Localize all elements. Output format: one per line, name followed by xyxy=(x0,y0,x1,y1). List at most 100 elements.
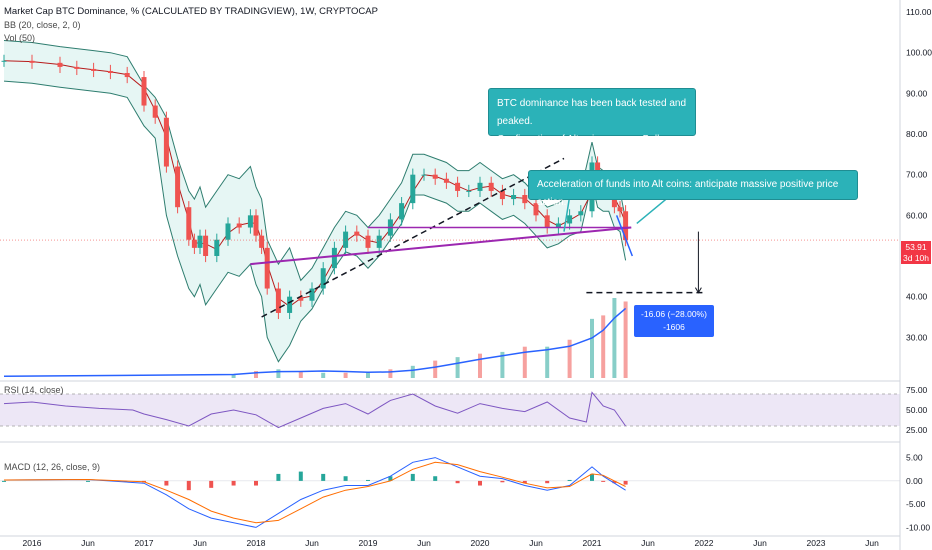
candle-body xyxy=(399,203,405,220)
volume-bar xyxy=(545,346,550,378)
candle-body xyxy=(91,68,97,71)
macd-histogram-bar xyxy=(545,480,550,484)
projection-arrow-line xyxy=(615,215,634,257)
candle-body xyxy=(253,215,259,236)
ascending-support-line xyxy=(261,157,565,318)
candle-body xyxy=(623,211,629,241)
macd-indicator-label[interactable]: MACD (12, 26, close, 9) xyxy=(4,462,101,472)
macd-histogram-bar xyxy=(276,473,281,481)
callout-line-2: Confirmation of Alt coins season Bull Ma… xyxy=(497,134,660,163)
candle-body xyxy=(331,247,337,269)
macd-histogram-bar xyxy=(500,480,505,483)
volume-bar xyxy=(500,351,505,378)
bb-indicator-label[interactable]: BB (20, close, 2, 0) xyxy=(4,20,81,30)
candle-body xyxy=(320,268,326,289)
candle-body xyxy=(175,166,181,208)
candle-body xyxy=(617,207,623,212)
macd-histogram-bar xyxy=(601,480,606,482)
macd-histogram-bar xyxy=(388,476,393,481)
volume-bar xyxy=(231,374,236,378)
macd-lines xyxy=(0,457,900,528)
volume-bar xyxy=(601,315,606,378)
macd-axis-tick: -10.00 xyxy=(906,522,930,532)
macd-histogram-bar xyxy=(231,480,236,486)
candle-body xyxy=(376,235,382,248)
callout-text: Acceleration of funds into Alt coins: an… xyxy=(537,179,839,208)
candle-body xyxy=(455,182,461,191)
macd-axis-tick: 0.00 xyxy=(906,476,923,486)
macd-histogram-bar xyxy=(623,480,628,485)
volume-bar xyxy=(343,372,348,378)
candle-body xyxy=(124,73,130,78)
macd-histogram-bar xyxy=(2,480,6,482)
measure-tool-label[interactable]: -16.06 (−28.00%) -1606 -1 bars, -7d xyxy=(634,305,714,345)
candle-body xyxy=(533,203,539,216)
candle-body xyxy=(343,231,349,248)
annotation-callout-acceleration[interactable]: Acceleration of funds into Alt coins: an… xyxy=(528,170,858,208)
candle-body xyxy=(298,296,304,301)
measure-arrowhead xyxy=(694,287,702,294)
rsi-axis-tick: 25.00 xyxy=(906,425,928,435)
bar-countdown: 3d 10h xyxy=(903,253,929,263)
candle-body xyxy=(107,70,113,73)
macd-histogram-bar xyxy=(433,476,438,481)
time-axis-tick: Jun xyxy=(865,538,879,548)
candle-body xyxy=(214,239,220,256)
time-axis-tick: Jun xyxy=(417,538,431,548)
neckline-purple xyxy=(250,226,632,266)
rsi-indicator-label[interactable]: RSI (14, close) xyxy=(4,385,64,395)
candle-body xyxy=(152,105,158,118)
macd-histogram-bar xyxy=(86,480,90,482)
candle-body xyxy=(74,66,80,69)
rsi-axis-tick: 75.00 xyxy=(906,385,928,395)
volume-bar xyxy=(612,298,617,378)
macd-histogram-bar xyxy=(209,480,214,488)
macd-signal-path xyxy=(3,461,626,524)
candle-body xyxy=(466,190,472,192)
macd-histogram-bar xyxy=(410,473,415,481)
annotation-callout-peak[interactable]: BTC dominance has been back tested and p… xyxy=(488,88,696,163)
candle-body xyxy=(186,207,192,240)
candle-body xyxy=(191,239,197,248)
price-axis-tick: 110.00 xyxy=(906,7,932,17)
volume-bar xyxy=(366,372,370,378)
candle-body xyxy=(247,215,253,228)
macd-histogram-bar xyxy=(321,473,326,481)
candle-body xyxy=(236,223,242,228)
macd-axis-tick: 5.00 xyxy=(906,453,923,463)
candle-body xyxy=(488,182,494,191)
candle-body xyxy=(555,223,561,228)
time-axis-tick: 2020 xyxy=(471,538,490,548)
volume-bar xyxy=(298,371,303,378)
candle-body xyxy=(203,235,209,256)
candle-body xyxy=(432,174,438,179)
last-price-tag: 53.91 3d 10h xyxy=(901,241,931,264)
volume-ma-line xyxy=(3,307,627,378)
volume-bar xyxy=(410,365,415,378)
price-axis-tick: 60.00 xyxy=(906,210,928,220)
candle-body xyxy=(259,235,265,248)
volume-bar xyxy=(522,346,527,378)
volume-indicator-label[interactable]: Vol (50) xyxy=(4,33,36,43)
candle-body xyxy=(511,195,517,200)
volume-bar xyxy=(590,318,594,378)
volume-bar xyxy=(455,357,460,378)
candle-body xyxy=(567,215,573,224)
symbol-title[interactable]: Market Cap BTC Dominance, % (CALCULATED … xyxy=(4,6,378,17)
time-axis-tick: 2021 xyxy=(583,538,602,548)
rsi-line-path xyxy=(3,391,627,429)
volume-bar xyxy=(433,360,438,378)
macd-histogram-bar xyxy=(254,480,258,486)
candle-body xyxy=(197,235,203,248)
candle-body xyxy=(365,235,371,248)
candle-body xyxy=(225,223,231,240)
volume-bar xyxy=(623,301,628,378)
candle-body xyxy=(354,231,360,236)
bb-upper-band xyxy=(3,40,627,282)
axes: 110.00 100.00 90.00 80.00 70.00 60.00 50.00 40.… xyxy=(23,7,932,548)
rsi-line xyxy=(3,391,627,429)
callout-line-1: BTC dominance has been back tested and p… xyxy=(497,98,687,127)
price-axis-tick: 40.00 xyxy=(906,292,928,302)
